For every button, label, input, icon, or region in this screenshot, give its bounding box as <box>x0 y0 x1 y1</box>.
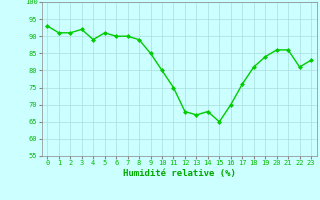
X-axis label: Humidité relative (%): Humidité relative (%) <box>123 169 236 178</box>
